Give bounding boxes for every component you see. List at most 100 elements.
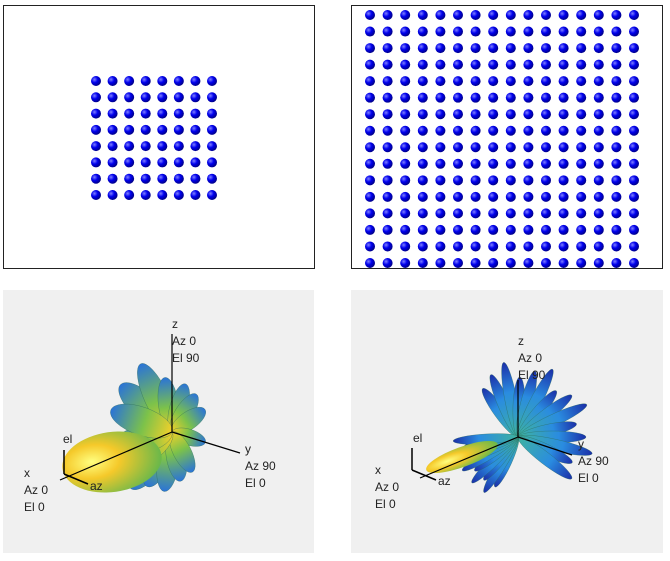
array-element xyxy=(435,224,446,235)
array-element xyxy=(611,241,622,252)
array-element xyxy=(593,125,604,136)
array-element xyxy=(523,142,534,153)
array-element xyxy=(488,125,499,136)
array-element xyxy=(207,124,217,135)
array-element xyxy=(611,125,622,136)
array-element xyxy=(91,124,101,135)
array-element xyxy=(629,59,639,70)
array-element xyxy=(382,76,393,87)
array-element xyxy=(173,92,184,103)
array-element xyxy=(124,124,135,135)
array-element xyxy=(157,108,168,119)
array-element xyxy=(417,208,428,219)
array-element xyxy=(576,142,587,153)
array-element xyxy=(629,241,639,252)
array-element xyxy=(611,142,622,153)
axis-az: Az 0 xyxy=(172,334,196,348)
array-element xyxy=(576,59,587,70)
array-element xyxy=(505,258,516,268)
array-element xyxy=(505,59,516,70)
array-element xyxy=(435,76,446,87)
array-element xyxy=(365,258,375,268)
array-element xyxy=(611,175,622,186)
array-element xyxy=(593,26,604,37)
array-element xyxy=(91,108,101,119)
array-element xyxy=(435,109,446,120)
array-element xyxy=(488,191,499,202)
array-element xyxy=(470,10,481,20)
array-element xyxy=(593,43,604,54)
array-element xyxy=(470,241,481,252)
array-element xyxy=(558,26,569,37)
array-element xyxy=(488,158,499,169)
array-element xyxy=(488,10,499,20)
array-element xyxy=(593,142,604,153)
array-element xyxy=(157,76,168,86)
array-element xyxy=(505,142,516,153)
array-element xyxy=(207,76,217,86)
array-element xyxy=(382,208,393,219)
array-element xyxy=(157,124,168,135)
array-element xyxy=(207,157,217,168)
array-element xyxy=(576,125,587,136)
array-element xyxy=(523,191,534,202)
array-element xyxy=(453,224,463,235)
array-element xyxy=(365,43,375,54)
array-element xyxy=(629,92,639,103)
array-element xyxy=(173,141,184,152)
array-element xyxy=(558,258,569,268)
array-element xyxy=(470,109,481,120)
array-element xyxy=(382,109,393,120)
array-element xyxy=(558,142,569,153)
array-element xyxy=(382,258,393,268)
axis-el: El 90 xyxy=(172,351,200,365)
axis-name: z xyxy=(518,334,524,348)
array-element xyxy=(124,190,135,200)
array-element xyxy=(157,141,168,152)
el-label: el xyxy=(63,432,72,446)
axis-name: y xyxy=(578,437,584,451)
array-element xyxy=(435,142,446,153)
array-element xyxy=(505,208,516,219)
array-element xyxy=(400,109,411,120)
array-element xyxy=(470,76,481,87)
array-element xyxy=(576,208,587,219)
array-element xyxy=(435,10,446,20)
az-label: az xyxy=(90,479,103,493)
axis-labels: z Az 0 El 90 y Az 90 El 0 x Az 0 El 0 el az z Az 0 El… xyxy=(24,317,609,514)
array-element xyxy=(629,175,639,186)
array-element xyxy=(382,59,393,70)
array-element xyxy=(470,191,481,202)
array-element xyxy=(488,59,499,70)
array-element xyxy=(157,173,168,184)
array-element xyxy=(470,142,481,153)
array-element xyxy=(207,92,217,103)
array-element xyxy=(435,191,446,202)
array-element xyxy=(365,142,375,153)
array-element xyxy=(365,92,375,103)
array-element xyxy=(629,208,639,219)
array-element xyxy=(470,158,481,169)
array-element xyxy=(523,125,534,136)
array-element xyxy=(365,10,375,20)
array-element xyxy=(453,125,463,136)
array-element xyxy=(435,241,446,252)
array-element xyxy=(417,224,428,235)
array-element xyxy=(558,92,569,103)
array-element xyxy=(190,190,201,200)
array-element xyxy=(382,175,393,186)
array-element xyxy=(417,191,428,202)
array-element xyxy=(365,191,375,202)
array-element xyxy=(435,92,446,103)
array-element xyxy=(190,141,201,152)
array-element xyxy=(576,92,587,103)
array-element xyxy=(541,208,551,219)
array-element xyxy=(593,258,604,268)
array-element xyxy=(576,224,587,235)
array-element xyxy=(523,241,534,252)
array-element xyxy=(417,158,428,169)
array-element xyxy=(382,158,393,169)
array-element xyxy=(505,224,516,235)
array-element xyxy=(382,125,393,136)
axis-line xyxy=(419,436,519,479)
